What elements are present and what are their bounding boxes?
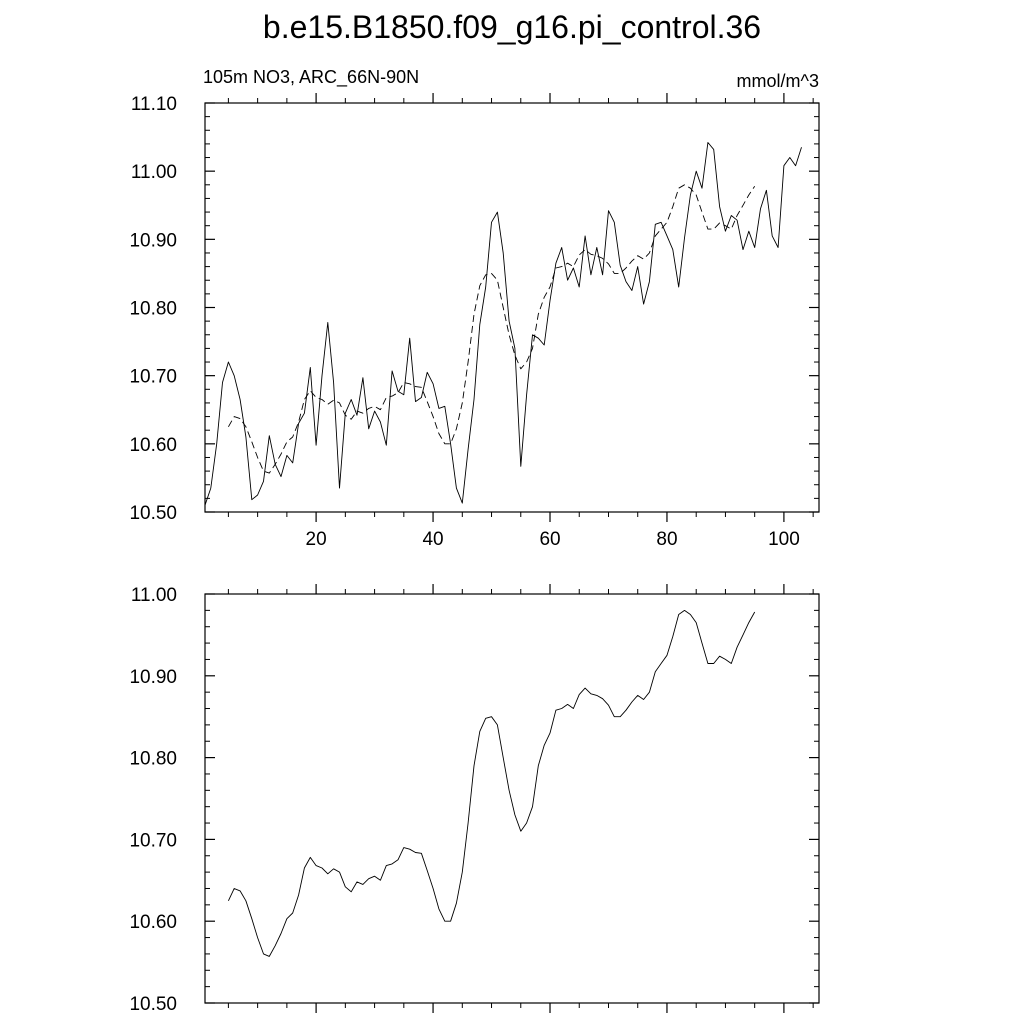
top-panel-left-label: 105m NO3, ARC_66N-90N [203,67,419,88]
top-panel-ticks: 20 40 60 80 100 10.50 10.60 10.70 10.80 10.90 11.0… [129,93,819,550]
series-line [227,609,756,957]
x-tick-label: 20 [306,529,327,550]
x-tick-label: 80 [656,529,677,550]
y-tick-label: 10.80 [129,299,177,320]
y-tick-label: 10.60 [129,435,177,456]
top-panel-lines [204,142,802,506]
y-tick-label: 10.70 [129,367,177,388]
y-tick-label: 10.70 [129,830,177,851]
y-tick-label: 10.90 [129,230,177,251]
top-panel: 105m NO3, ARC_66N-90N mmol/m^3 20 40 60 80 1… [129,67,820,550]
bottom-panel-lines [227,609,756,957]
x-tick-label: 100 [768,529,800,550]
x-tick-label: 60 [539,529,560,550]
y-tick-label: 10.90 [129,667,177,688]
y-tick-label: 10.80 [129,749,177,770]
smoothed-series-line [228,184,756,474]
top-panel-frame [204,102,820,513]
y-tick-label: 11.10 [131,94,177,115]
bottom-panel: 10.50 10.60 10.70 10.80 10.90 11.00 [129,584,820,1015]
y-tick-label: 11.00 [131,585,177,606]
x-tick-label: 40 [422,529,443,550]
y-tick-label: 10.50 [129,994,177,1015]
series-line [204,142,802,506]
y-tick-label: 10.60 [129,912,177,933]
y-tick-label: 10.50 [129,503,177,524]
bottom-panel-ticks: 10.50 10.60 10.70 10.80 10.90 11.00 [129,584,819,1015]
y-tick-label: 11.00 [131,162,177,183]
bottom-panel-frame [204,593,820,1004]
top-panel-units-label: mmol/m^3 [737,71,819,91]
figure-title: b.e15.B1850.f09_g16.pi_control.36 [263,9,761,45]
